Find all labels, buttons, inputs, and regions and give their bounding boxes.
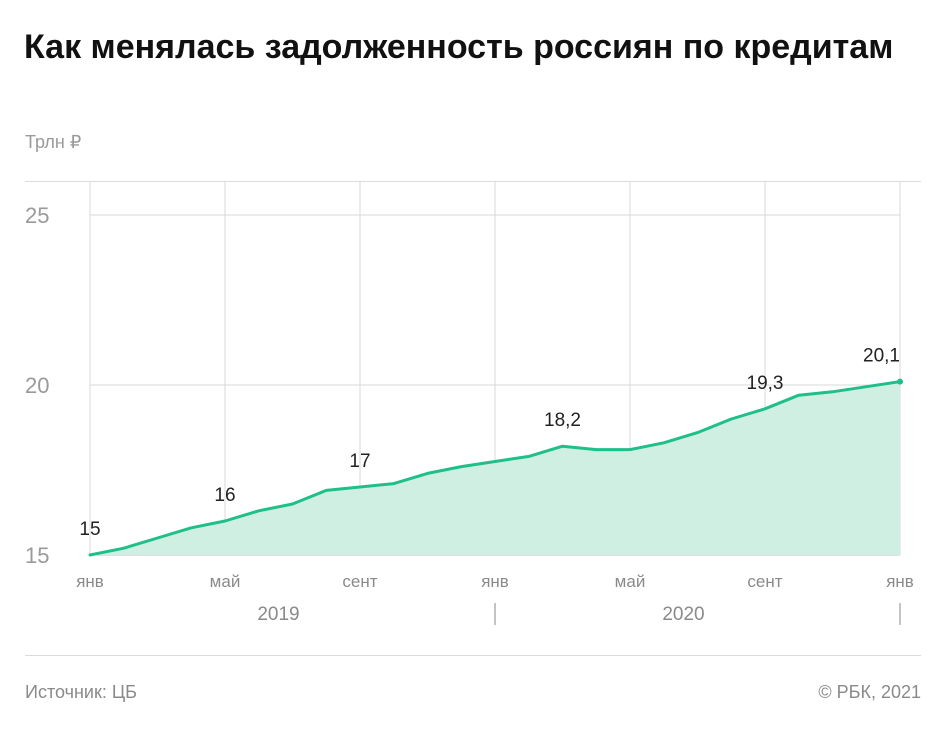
- data-label: 18,2: [544, 410, 581, 431]
- x-axis-ticks: янв май сент янв май сент янв: [76, 572, 914, 591]
- data-label: 19,3: [747, 373, 784, 394]
- copyright-note: © РБК, 2021: [818, 682, 921, 702]
- x-tick-label: сент: [747, 572, 782, 591]
- source-note: Источник: ЦБ: [25, 682, 137, 702]
- x-tick-label: янв: [481, 572, 509, 591]
- top-divider: [25, 181, 921, 182]
- x-tick-label: май: [615, 572, 646, 591]
- x-tick-label: сент: [342, 572, 377, 591]
- bottom-divider: [25, 655, 921, 656]
- year-label: 2020: [662, 604, 704, 625]
- data-label: 15: [79, 519, 100, 540]
- x-tick-label: май: [210, 572, 241, 591]
- series-end-dot: [897, 378, 903, 385]
- year-labels: 2019 2020: [257, 603, 901, 625]
- y-axis-ticks: 15 20 25: [25, 203, 49, 568]
- data-label: 17: [349, 451, 370, 472]
- year-label: 2019: [257, 604, 299, 625]
- y-tick-label: 20: [25, 373, 49, 398]
- area-fill: [90, 381, 900, 555]
- series-line: [88, 380, 902, 557]
- x-tick-label: янв: [886, 572, 914, 591]
- data-labels: 15 16 17 18,2 19,3 20,1: [79, 346, 900, 540]
- data-label: 16: [214, 485, 235, 506]
- y-tick-label: 15: [25, 543, 49, 568]
- unit-label: Трлн ₽: [25, 132, 82, 152]
- chart-title: Как менялась задолженность россиян по кр…: [24, 28, 894, 66]
- x-tick-label: янв: [76, 572, 104, 591]
- y-tick-label: 25: [25, 203, 49, 228]
- data-label: 20,1: [863, 346, 900, 367]
